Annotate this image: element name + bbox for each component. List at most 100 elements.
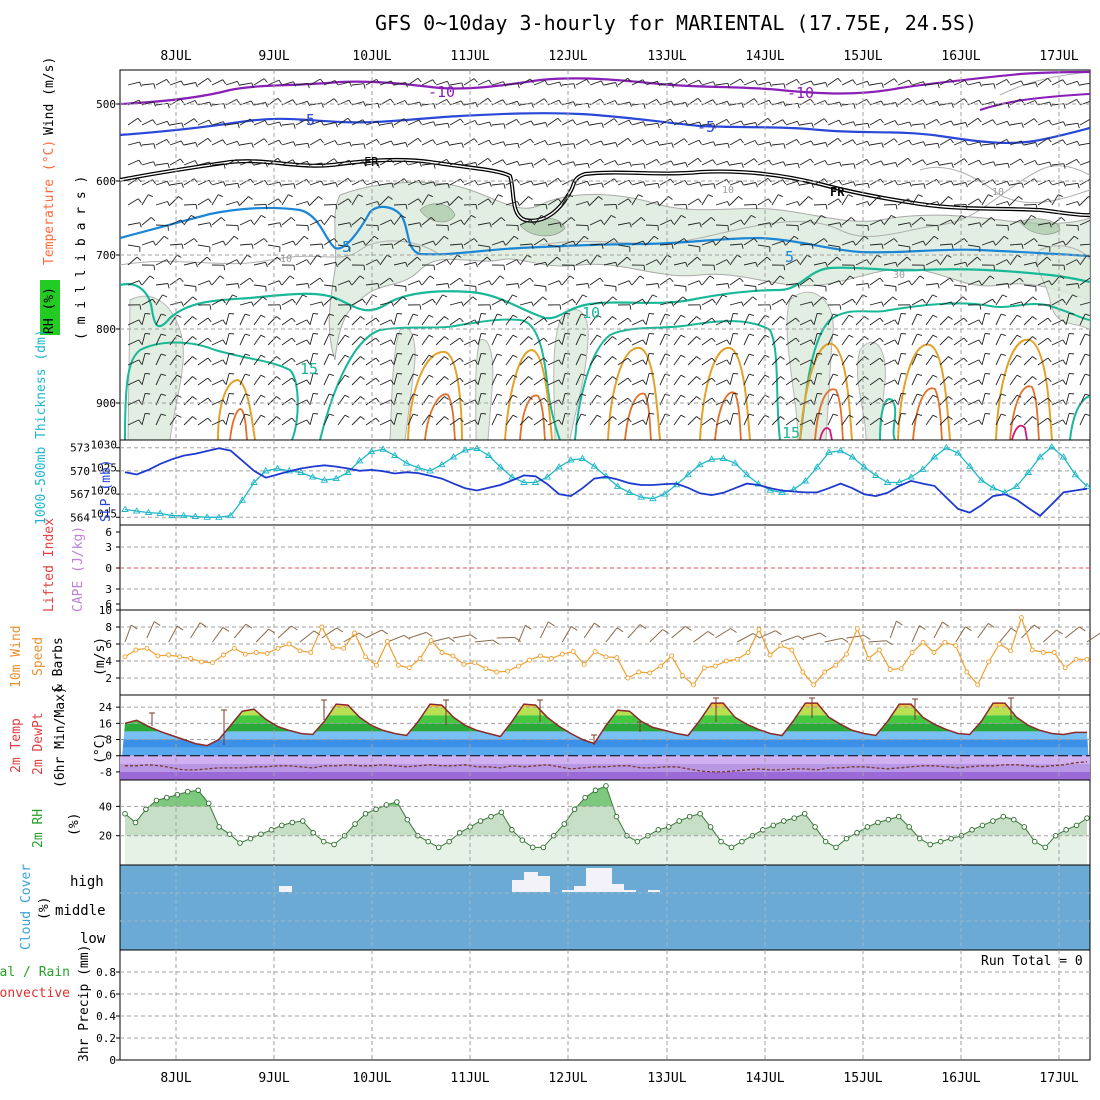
wind-barb-flag: [780, 396, 785, 400]
wind-barb: [701, 317, 713, 326]
wind-barb-flag: [526, 254, 532, 258]
wind-barb: [1051, 275, 1061, 286]
wind-barb-flag: [985, 332, 991, 335]
wind-barb-flag: [680, 354, 686, 358]
wind-barb: [617, 377, 629, 386]
contour-plus15: [124, 302, 1090, 440]
wind-barb: [631, 419, 644, 426]
wind-barb-flag: [390, 80, 394, 86]
wind-barb-flag: [895, 204, 898, 210]
wind-barb-flag: [278, 79, 282, 85]
wind-barb: [547, 359, 560, 366]
wind-barb: [337, 256, 348, 266]
wind-barb: [855, 376, 865, 386]
wind-barb: [603, 416, 613, 426]
day-label: 14JUL: [745, 1071, 784, 1086]
wind-barb: [197, 256, 208, 266]
wind-barb-flag: [696, 396, 701, 400]
wind-barb: [827, 161, 840, 166]
wind-barb: [1009, 334, 1018, 346]
wind-barb: [337, 354, 346, 366]
wind-barb: [127, 117, 139, 126]
wind-barb: [1009, 80, 1022, 86]
wind-barb-flag: [260, 334, 266, 338]
wind-barb: [225, 353, 230, 366]
wind-barb: [995, 120, 1008, 126]
wind-barb: [491, 141, 504, 146]
wind-barb: [883, 296, 894, 306]
wind-barb: [365, 294, 373, 306]
wind-barb-flag: [328, 373, 335, 377]
wind-barb-flag: [166, 181, 171, 186]
wind-barb: [1051, 181, 1064, 186]
wind-barb-flag: [412, 313, 419, 317]
wind10m-barb-flag: [662, 629, 669, 634]
wind-barb-flag: [503, 81, 507, 87]
wind-barb-flag: [344, 414, 350, 418]
wind-barb: [827, 333, 834, 346]
wind-barb: [827, 101, 840, 106]
wind10m-barb: [736, 633, 754, 643]
wind-barb-flag: [822, 296, 827, 301]
wind-barb-flag: [780, 217, 786, 222]
wind-barb: [239, 373, 246, 386]
wind-barb: [715, 399, 728, 406]
wind-barb: [1023, 118, 1035, 126]
wind-barb: [519, 243, 533, 246]
wind-barb: [449, 337, 461, 346]
wind-barb: [687, 356, 697, 366]
wind-barb-flag: [249, 277, 254, 283]
wind-barb: [477, 139, 490, 146]
contour-label: 30: [893, 270, 905, 281]
wind-barb: [757, 256, 768, 266]
wind-barb-flag: [160, 373, 167, 377]
wind-barb: [799, 196, 809, 206]
wind-barb-flag: [460, 219, 464, 225]
wind-barb: [939, 316, 949, 326]
wind-barb-flag: [223, 121, 227, 127]
wind-barb-flag: [782, 119, 786, 125]
wind-barb: [379, 277, 391, 286]
wind-barb: [883, 203, 897, 206]
thickness-point: [132, 507, 141, 514]
rh-point: [791, 815, 797, 821]
wind-barb: [841, 334, 850, 346]
wind-barb: [1037, 198, 1049, 206]
wind-barb: [785, 120, 798, 126]
wind-barb-flag: [237, 283, 240, 289]
wind-barb: [547, 159, 560, 166]
wind-barb: [127, 222, 140, 226]
wind-barb-flag: [580, 393, 587, 397]
wind-barb-flag: [481, 372, 487, 375]
wind-barb-flag: [614, 160, 618, 166]
wind-barb-flag: [481, 412, 487, 415]
wind-barb-flag: [778, 194, 783, 198]
rh2m-unit-label: (%): [67, 813, 82, 836]
wind-barb-flag: [1062, 419, 1066, 425]
wind-barb: [281, 217, 292, 226]
wind-barb: [197, 198, 209, 206]
wind-barb: [463, 319, 476, 326]
wind-barb-flag: [293, 265, 296, 271]
wind-barb: [281, 417, 293, 426]
wind-barb: [561, 119, 573, 126]
thickness-point: [1059, 453, 1068, 460]
wind-barb-flag: [993, 83, 996, 89]
wind-barb-flag: [864, 356, 869, 360]
wind-barb: [491, 313, 498, 326]
wind-barb: [197, 119, 210, 126]
wind-barb-flag: [418, 280, 422, 286]
wind-barb: [925, 354, 934, 366]
wind-barb-flag: [1047, 137, 1052, 143]
wind-barb-flag: [572, 240, 576, 246]
wind10m-barb: [999, 627, 1012, 643]
wind-barb-flag: [783, 143, 786, 149]
wind10m-barb-flag: [919, 625, 926, 631]
wind-barb-flag: [979, 304, 982, 310]
wind-barb: [911, 275, 921, 286]
wind-barb: [869, 243, 883, 246]
wind-barb-flag: [474, 379, 478, 385]
wind-barb: [1023, 284, 1036, 287]
wind-barb-flag: [222, 419, 226, 425]
wind-barb-flag: [600, 140, 604, 146]
